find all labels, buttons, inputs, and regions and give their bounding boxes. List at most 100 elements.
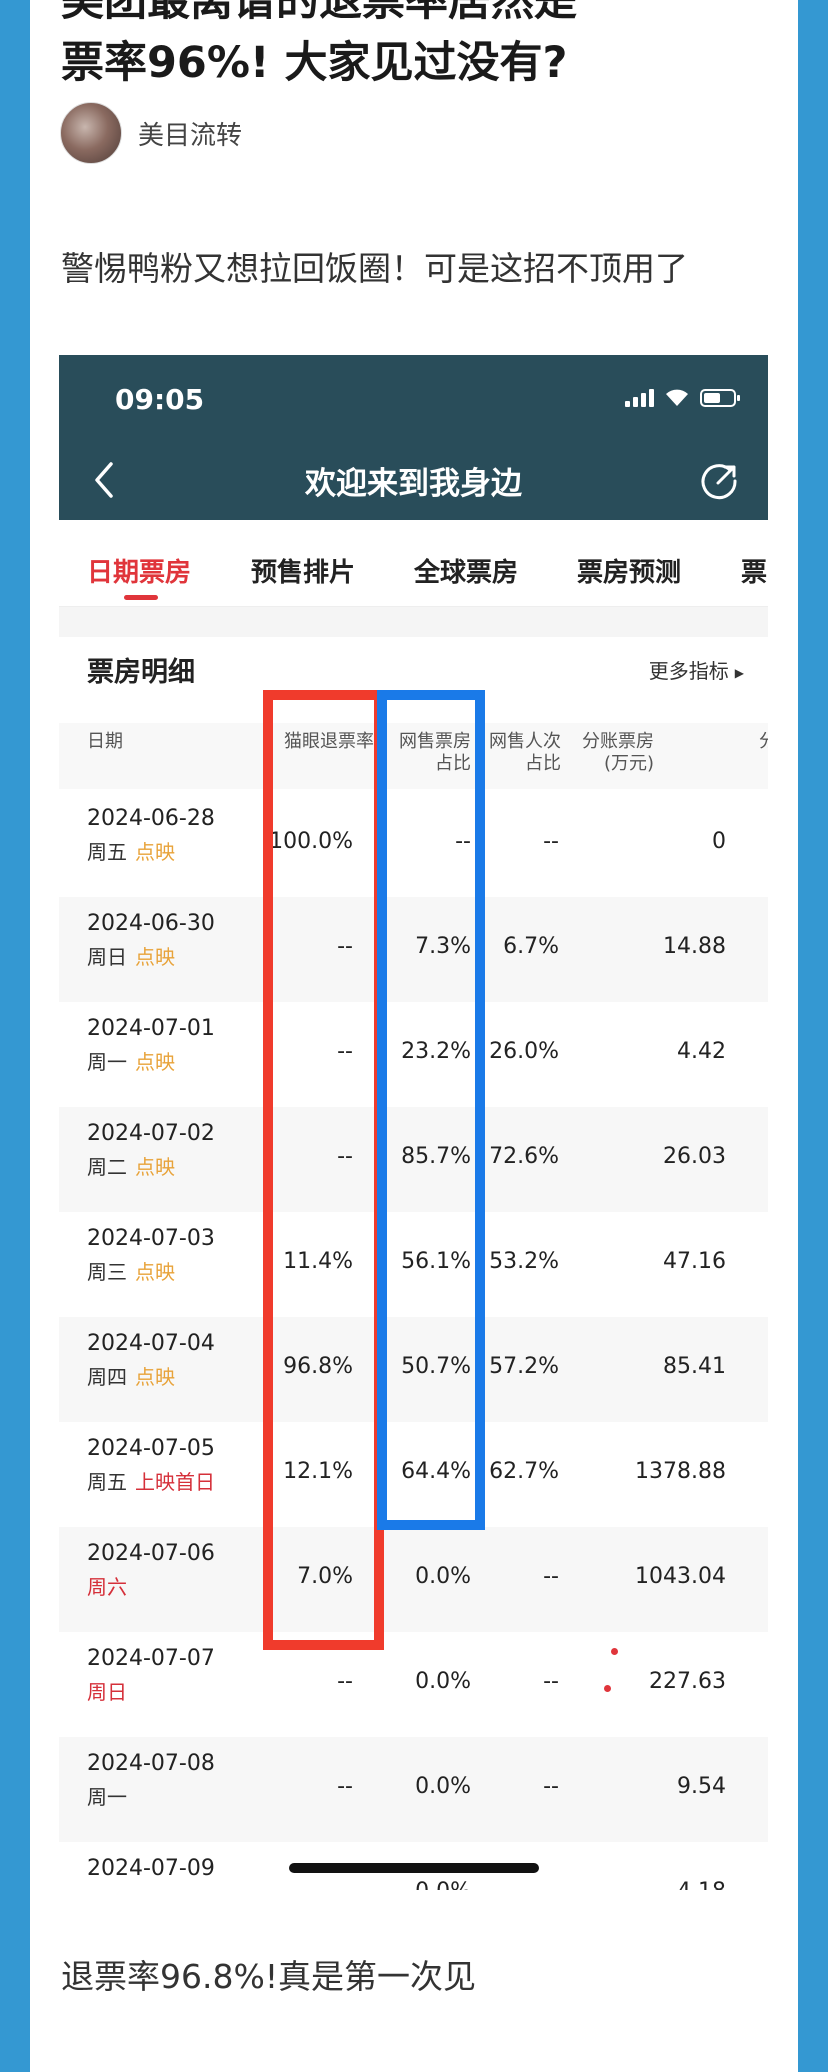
app-header: 09:05 欢迎来到我身边 xyxy=(59,355,768,520)
col-online-people-line-1: 网售人次 xyxy=(489,731,561,752)
row-tag: 上映首日 xyxy=(135,1470,215,1494)
row-weekday: 周五 xyxy=(87,840,127,864)
row-refund-rate: -- xyxy=(337,1039,353,1064)
row-weekday: 周三 xyxy=(87,1260,127,1284)
row-weekday: 周五 xyxy=(87,1470,127,1494)
tab-indicator xyxy=(124,595,158,600)
signal-icon xyxy=(625,387,654,407)
table-row[interactable]: 2024-07-09 -- 0.0% -- 4.18 xyxy=(59,1842,768,1890)
col-date: 日期 xyxy=(87,731,123,752)
row-split-boxoffice: 4.42 xyxy=(677,1039,726,1064)
row-weekday: 周二 xyxy=(87,1155,127,1179)
col-split-line-1: 分账票房 xyxy=(582,731,654,752)
embedded-screenshot: 09:05 欢迎来到我身边 日期票房 预售排片 全球票房 票房预测 票 xyxy=(59,355,768,1890)
row-online-share: 0.0% xyxy=(415,1774,471,1799)
status-icons xyxy=(625,387,740,407)
row-split-boxoffice: 14.88 xyxy=(663,934,726,959)
col-refund: 猫眼退票率 xyxy=(284,731,374,752)
row-refund-rate: -- xyxy=(337,1879,353,1890)
table-row[interactable]: 2024-07-08 周一 -- 0.0% -- 9.54 xyxy=(59,1737,768,1842)
row-online-share: 23.2% xyxy=(401,1039,471,1064)
table-row[interactable]: 2024-06-28 周五 点映 100.0% -- -- 0 xyxy=(59,792,768,897)
row-tag: 点映 xyxy=(135,1050,175,1074)
row-online-share: 56.1% xyxy=(401,1249,471,1274)
tab-presale[interactable]: 预售排片 xyxy=(251,558,356,588)
row-tag: 点映 xyxy=(135,945,175,969)
tab-global[interactable]: 全球票房 xyxy=(414,558,519,588)
row-subtitle: 周日 xyxy=(87,1676,135,1705)
tab-more[interactable]: 票 xyxy=(741,558,768,588)
table-row[interactable]: 2024-07-04 周四 点映 96.8% 50.7% 57.2% 85.41 xyxy=(59,1317,768,1422)
post-caption: 退票率96.8%!真是第一次见 xyxy=(61,1957,477,1996)
row-date: 2024-07-04 xyxy=(87,1331,215,1356)
row-online-people: -- xyxy=(543,1564,559,1589)
table-row[interactable]: 2024-07-02 周二 点映 -- 85.7% 72.6% 26.03 xyxy=(59,1107,768,1212)
row-subtitle: 周五 点映 xyxy=(87,836,175,865)
row-split-boxoffice: 9.54 xyxy=(677,1774,726,1799)
table-row[interactable]: 2024-07-06 周六 7.0% 0.0% -- 1043.04 xyxy=(59,1527,768,1632)
author-name[interactable]: 美目流转 xyxy=(138,120,243,151)
post-title-line-2: 票率96%! 大家见过没有? xyxy=(61,38,568,88)
row-split-boxoffice: 0 xyxy=(712,829,726,854)
row-online-people: 26.0% xyxy=(489,1039,559,1064)
row-tag: 点映 xyxy=(135,1260,175,1284)
section-gap xyxy=(59,607,768,637)
table-row[interactable]: 2024-07-05 周五 上映首日 12.1% 64.4% 62.7% 1378.88 xyxy=(59,1422,768,1527)
share-icon[interactable] xyxy=(700,461,740,501)
row-refund-rate: 96.8% xyxy=(283,1354,353,1379)
row-refund-rate: -- xyxy=(337,1144,353,1169)
table-row[interactable]: 2024-07-01 周一 点映 -- 23.2% 26.0% 4.42 xyxy=(59,1002,768,1107)
row-weekday: 周日 xyxy=(87,945,127,969)
row-online-share: 0.0% xyxy=(415,1669,471,1694)
row-online-share: 64.4% xyxy=(401,1459,471,1484)
row-date: 2024-07-03 xyxy=(87,1226,215,1251)
row-subtitle: 周一 点映 xyxy=(87,1046,175,1075)
row-weekday: 周一 xyxy=(87,1785,127,1809)
table-row[interactable]: 2024-07-07 周日 -- 0.0% -- 227.63 xyxy=(59,1632,768,1737)
status-time: 09:05 xyxy=(115,383,205,416)
battery-icon xyxy=(700,389,740,407)
row-tag: 点映 xyxy=(135,840,175,864)
col-online-people-line-2: 占比 xyxy=(525,753,561,774)
tab-date-boxoffice[interactable]: 日期票房 xyxy=(87,558,192,588)
row-date: 2024-07-02 xyxy=(87,1121,215,1146)
post-title-line-1: 美团最离谱的退票率居然是 xyxy=(61,0,577,26)
red-highlight-box xyxy=(263,690,384,1650)
col-extra: 分 xyxy=(759,731,768,753)
more-metrics-label: 更多指标 xyxy=(648,659,729,683)
red-dot-mark xyxy=(604,1685,611,1692)
row-split-boxoffice: 47.16 xyxy=(663,1249,726,1274)
row-date: 2024-07-09 xyxy=(87,1856,215,1881)
row-online-people: 53.2% xyxy=(489,1249,559,1274)
row-date: 2024-06-30 xyxy=(87,911,215,936)
tab-forecast[interactable]: 票房预测 xyxy=(577,558,682,588)
row-online-share: 0.0% xyxy=(415,1879,471,1890)
post-title: 美团最离谱的退票率居然是 票率96%! 大家见过没有? xyxy=(61,0,761,94)
more-metrics-link[interactable]: 更多指标 ▶ xyxy=(649,655,744,684)
row-online-people: -- xyxy=(543,1774,559,1799)
row-split-boxoffice: 85.41 xyxy=(663,1354,726,1379)
row-date: 2024-07-01 xyxy=(87,1016,215,1041)
tab-bar: 日期票房 预售排片 全球票房 票房预测 票 xyxy=(59,520,768,607)
row-subtitle: 周六 xyxy=(87,1571,135,1600)
row-refund-rate: -- xyxy=(337,1669,353,1694)
row-split-boxoffice: 26.03 xyxy=(663,1144,726,1169)
col-split-line-2: (万元) xyxy=(603,753,654,774)
back-icon[interactable] xyxy=(89,460,119,500)
row-tag: 点映 xyxy=(135,1155,175,1179)
wifi-icon xyxy=(664,387,690,407)
table-row[interactable]: 2024-06-30 周日 点映 -- 7.3% 6.7% 14.88 xyxy=(59,897,768,1002)
row-weekday: 周一 xyxy=(87,1050,127,1074)
row-online-share: 50.7% xyxy=(401,1354,471,1379)
col-online-share-line-1: 网售票房 xyxy=(399,731,471,752)
row-online-people: 57.2% xyxy=(489,1354,559,1379)
row-refund-rate: 12.1% xyxy=(283,1459,353,1484)
row-weekday: 周日 xyxy=(87,1680,127,1704)
avatar[interactable] xyxy=(60,102,122,164)
row-refund-rate: 100.0% xyxy=(269,829,353,854)
row-online-people: 62.7% xyxy=(489,1459,559,1484)
row-split-boxoffice: 4.18 xyxy=(677,1879,726,1890)
table-row[interactable]: 2024-07-03 周三 点映 11.4% 56.1% 53.2% 47.16 xyxy=(59,1212,768,1317)
author[interactable]: 美目流转 xyxy=(60,102,243,164)
